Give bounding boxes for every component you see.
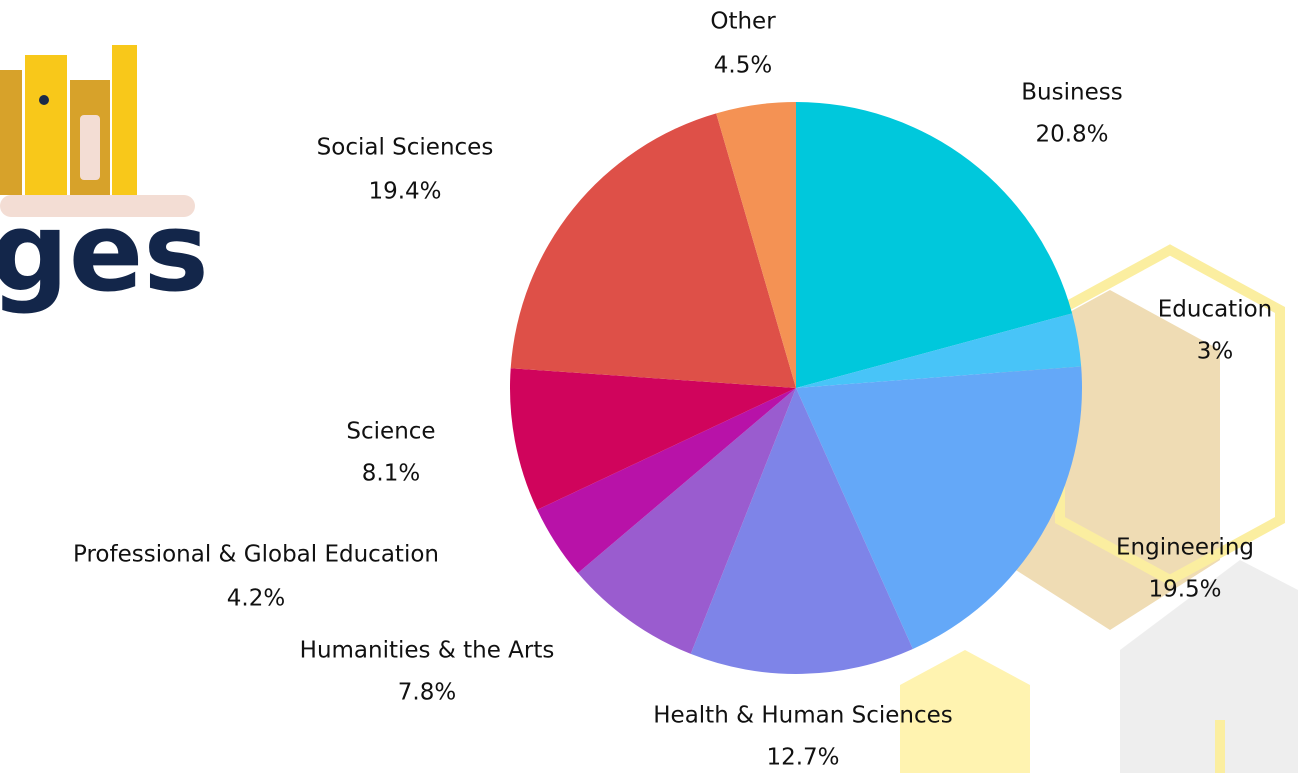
shelf (0, 195, 195, 217)
slice-value: 19.5% (1148, 577, 1221, 603)
slice-label: Professional & Global Education (73, 542, 439, 568)
decor: ges (0, 45, 1298, 773)
slice-value: 7.8% (398, 680, 456, 706)
hexagon-gray (1120, 560, 1298, 773)
slice-value: 4.2% (227, 586, 285, 612)
slice-label: Health & Human Sciences (653, 703, 952, 729)
book (0, 70, 22, 195)
slice-value: 12.7% (766, 745, 839, 771)
slice-label: Education (1158, 297, 1273, 323)
slice-label: Other (710, 9, 776, 35)
pie-slice (537, 388, 796, 574)
slice-label: Engineering (1116, 535, 1254, 561)
book-label (80, 115, 100, 180)
slice-value: 3% (1197, 339, 1234, 365)
pie-slice (510, 113, 796, 388)
pie-slice (796, 313, 1082, 388)
slice-label: Business (1021, 80, 1122, 106)
pie-slice (796, 366, 1082, 650)
slice-label: Science (346, 419, 435, 445)
pie-slice (510, 368, 796, 510)
pie-slice (716, 102, 796, 388)
pie-slice (577, 388, 796, 654)
hexagon-small (900, 650, 1030, 773)
slice-value: 4.5% (714, 53, 772, 79)
slice-value: 20.8% (1035, 122, 1108, 148)
book (25, 55, 67, 195)
slice-label: Humanities & the Arts (300, 638, 555, 664)
book (112, 45, 137, 195)
slice-value: 19.4% (368, 179, 441, 205)
stripe (1215, 720, 1225, 773)
book-dot (39, 95, 49, 105)
pie-slice (690, 388, 913, 674)
slice-value: 8.1% (362, 461, 420, 487)
pie-slice (796, 102, 1073, 388)
slice-label: Social Sciences (317, 135, 494, 161)
logo-text: ges (0, 188, 209, 316)
